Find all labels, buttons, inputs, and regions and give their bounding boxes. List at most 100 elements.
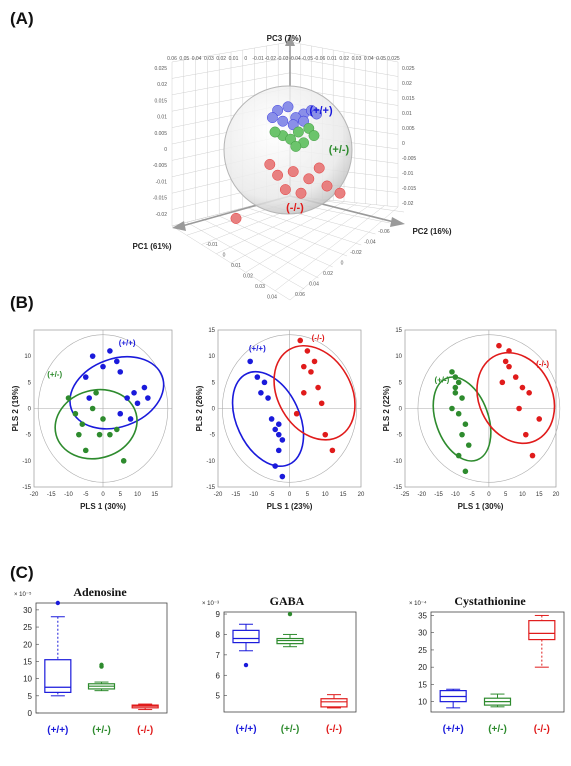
pca-point (295, 187, 307, 199)
pc2-tick-label: 0.02 (323, 271, 333, 277)
y-tick-label: -15 (206, 485, 215, 491)
y-tick-label: 15 (418, 680, 427, 689)
top-tick-label: 0.03 (352, 56, 362, 62)
score-point (107, 348, 113, 354)
y-tick-label: -5 (210, 433, 216, 439)
score-point (120, 458, 127, 464)
y-tick-label: 30 (23, 606, 32, 615)
pc2-tick-label: 0.04 (309, 282, 319, 288)
score-point (107, 431, 113, 438)
top-tick-label: 0 (244, 56, 247, 62)
y-tick-label: 10 (418, 698, 427, 707)
x-tick-label: -10 (64, 492, 73, 498)
top-tick-label: -0.06 (314, 56, 326, 62)
right-tick-label: 0 (402, 141, 405, 147)
x-tick-label: -5 (269, 492, 275, 498)
score-point (265, 395, 271, 401)
score-point (315, 384, 321, 391)
y-tick-label: 7 (216, 651, 221, 660)
y-tick-label: 15 (208, 328, 215, 334)
right-tick-label: -0.005 (402, 156, 416, 162)
score-point (536, 416, 543, 422)
score-point (127, 416, 134, 422)
y-multiplier: × 10⁻⁵ (14, 591, 32, 598)
pca-point (292, 126, 304, 138)
y-tick-label: 10 (208, 354, 215, 360)
right-tick-label: -0.015 (402, 186, 416, 192)
score-point (459, 395, 465, 401)
score-point (72, 410, 79, 417)
score-point (297, 337, 304, 344)
score-point (452, 384, 459, 391)
left-tick-label: -0.02 (156, 212, 168, 218)
top-tick-label: 0.04 (192, 56, 202, 62)
score-point (117, 410, 124, 417)
floor-grid-line (230, 201, 345, 264)
score-point (308, 369, 314, 375)
right-tick-label: -0.01 (402, 171, 414, 177)
y-tick-label: 10 (395, 354, 402, 360)
pc2-tick-label: -0.04 (364, 240, 376, 246)
score-point (465, 442, 472, 448)
score-point (499, 379, 506, 386)
pca-point (308, 130, 320, 142)
score-point (452, 374, 459, 380)
score-point (452, 390, 459, 396)
group-label: (-/-) (312, 333, 325, 342)
top-tick-label: 0.06 (167, 56, 177, 62)
x-tick-label: -10 (249, 492, 258, 498)
pca-point (321, 180, 333, 192)
outlier-point (99, 662, 104, 668)
left-tick-label: 0.005 (154, 131, 167, 137)
group-label-het: (+/-) (329, 144, 350, 156)
y-tick-label: -5 (397, 433, 403, 439)
x-tick-label: 15 (151, 492, 158, 498)
floor-grid-line (201, 218, 319, 279)
score-point (134, 400, 141, 407)
group-label: (+/-) (434, 375, 449, 384)
score-point (141, 384, 148, 391)
pc3-arrowhead (285, 34, 295, 46)
score-point (506, 363, 512, 370)
score-point (293, 410, 300, 417)
x-tick-label: -15 (232, 492, 241, 498)
score-point (89, 353, 96, 359)
y-tick-label: 35 (418, 611, 427, 620)
pc2-tick-label: -0.06 (378, 229, 390, 235)
plot-frame (430, 611, 565, 713)
x-axis-title: PLS 1 (30%) (80, 502, 126, 511)
boxplot-title: GABA (270, 594, 305, 608)
score-point (261, 379, 268, 386)
y-tick-label: 10 (24, 354, 31, 360)
top-tick-label: 0.02 (216, 56, 226, 62)
x-tick-label: 0 (101, 492, 105, 498)
category-label: (+/-) (488, 724, 507, 735)
x-tick-label: 20 (358, 492, 365, 498)
pca-point (279, 184, 291, 196)
pls-plot-3: -25 -20 -15 -10 -5 0 5 10 15 20 -15 -10 -5 0 5 10 15 PLS … (382, 328, 561, 511)
group-label: (-/-) (536, 360, 549, 369)
score-point (449, 405, 455, 412)
floor-grid-line (260, 204, 372, 282)
y-tick-label: 25 (23, 623, 32, 632)
score-point (268, 416, 275, 422)
group-label: (+/+) (119, 339, 136, 348)
top-tick-label: 0.01 (327, 56, 337, 62)
y-tick-label: -10 (393, 459, 402, 465)
y-tick-label: -10 (206, 459, 215, 465)
x-tick-label: -20 (30, 492, 39, 498)
score-point (279, 473, 286, 480)
y-tick-label: 0 (212, 407, 216, 413)
x-axis-title: PLS 1 (23%) (267, 502, 313, 511)
pca-point (277, 115, 289, 127)
pca-point (311, 108, 322, 120)
pc2-tick-label: -0.02 (350, 250, 362, 256)
score-point (301, 363, 307, 370)
pc1-tick-label: 0.02 (243, 274, 253, 280)
y-tick-label: 30 (418, 629, 427, 638)
panel-label-b: (B) (10, 293, 34, 312)
left-tick-label: 0 (164, 147, 167, 153)
x-tick-label: 0 (288, 492, 292, 498)
score-point (272, 426, 279, 433)
